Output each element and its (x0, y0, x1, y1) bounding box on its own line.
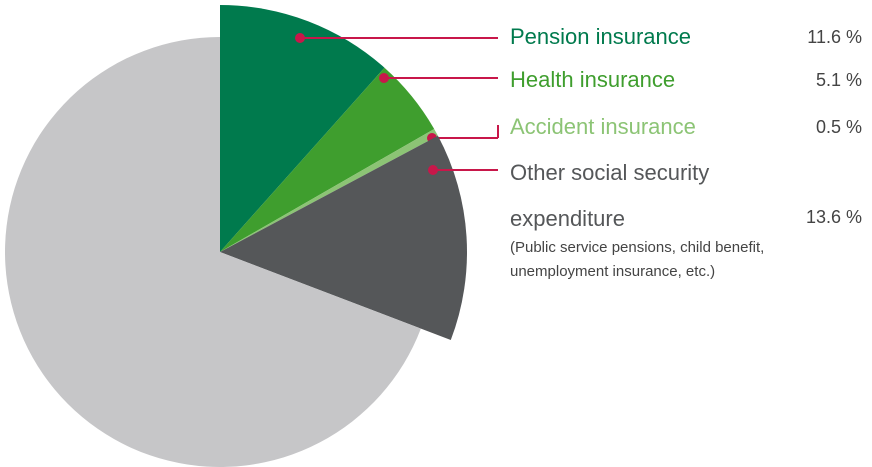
pie-slice (220, 67, 435, 253)
value-label: 13.6 % (805, 207, 862, 227)
legend-label: Accident insurance (510, 114, 696, 139)
leader-dot (428, 165, 438, 175)
pie-slice (220, 135, 467, 341)
value-label: 11.6 % (807, 27, 862, 47)
pie-slice (220, 5, 385, 252)
leader-dot (295, 33, 305, 43)
legend-label: Health insurance (510, 67, 676, 92)
legend-label: Pension insurance (510, 24, 692, 49)
annotation: (Public service pensions, child benefit,… (510, 239, 765, 280)
leader-dot (379, 73, 389, 83)
value-label: 0.5 % (815, 117, 862, 137)
value-label: 5.1 % (815, 70, 862, 90)
legend-label: Other social security expenditure (510, 160, 710, 231)
pie-slice (220, 128, 438, 252)
pie-slice (5, 37, 421, 467)
